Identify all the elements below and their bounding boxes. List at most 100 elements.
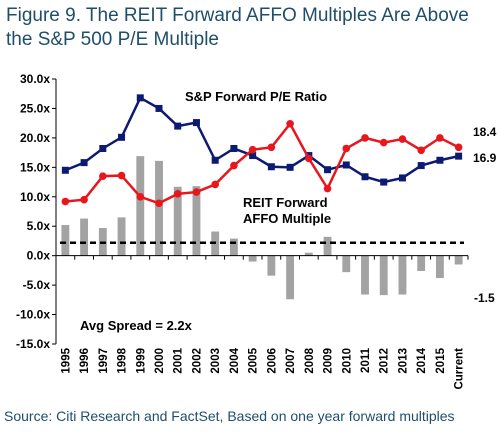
reit-affo-point [323, 184, 332, 193]
sp-pe-point [417, 162, 425, 170]
y-tick-label: 10.0x [20, 190, 50, 204]
x-tick-label: 1996 [79, 348, 91, 374]
x-tick-label: 1998 [117, 347, 129, 373]
sp-pe-point [361, 173, 369, 181]
reit-affo-point [305, 154, 313, 163]
spread-bar [379, 255, 388, 296]
spread-bar [61, 225, 70, 256]
reit-affo-point [267, 143, 276, 152]
x-tick-label: 2002 [191, 348, 203, 374]
end-label-sp: 16.9 [473, 151, 497, 165]
sp-pe-point [286, 163, 294, 171]
sp-pe-point [398, 174, 406, 182]
end-label-reit: 18.4 [473, 125, 497, 139]
reit-affo-point [436, 134, 444, 142]
sp-series-label: S&P Forward P/E Ratio [185, 89, 327, 104]
sp-pe-point [324, 166, 332, 174]
y-tick-label: 30.0x [20, 72, 50, 86]
chart-title: Figure 9. The REIT Forward AFFO Multiple… [6, 5, 469, 50]
y-tick-label: 25.0x [20, 101, 50, 115]
x-tick-label: 2014 [416, 347, 428, 373]
x-tick-label: 2010 [341, 348, 353, 374]
reit-affo-point [286, 119, 294, 128]
sp-pe-point [61, 166, 69, 174]
sp-pe-point [211, 156, 219, 164]
reit-affo-point [173, 190, 182, 198]
sp-pe-line [64, 96, 459, 184]
spread-bar [361, 255, 369, 295]
reit-affo-point [342, 144, 351, 153]
spread-bar [304, 252, 313, 256]
reit-affo-point [248, 145, 257, 154]
reit-series-label: REIT Forward [243, 195, 328, 210]
reit-affo-point [211, 180, 219, 189]
spread-bar [229, 238, 238, 256]
y-tick-label: 5.0x [27, 219, 51, 233]
reit-series-label: AFFO Multiple [243, 211, 331, 226]
spread-bar [454, 255, 463, 265]
sp-pe-point [192, 119, 200, 127]
x-tick-label: 2013 [397, 348, 409, 374]
spread-bar [192, 186, 201, 256]
sp-pe-point [380, 178, 388, 186]
reit-affo-point [454, 143, 463, 152]
x-tick-label: 2003 [210, 348, 222, 374]
spread-bar [80, 218, 89, 256]
y-tick-label: -5.0x [23, 278, 51, 292]
x-tick-label: 1997 [98, 348, 110, 374]
y-tick-label: 15.0x [20, 160, 50, 174]
reit-affo-point [99, 172, 107, 180]
spread-bar [286, 255, 295, 300]
x-tick-label: Current [454, 348, 466, 390]
x-tick-label: 2012 [379, 348, 391, 374]
x-tick-label: 2001 [173, 347, 185, 373]
y-tick-label: -15.0x [16, 337, 50, 351]
x-tick-label: 2006 [266, 348, 278, 374]
x-tick-label: 1995 [60, 347, 72, 373]
sp-pe-point [249, 152, 257, 160]
sp-pe-point [136, 94, 144, 102]
y-tick-label: 20.0x [20, 131, 50, 145]
x-tick-label: 2008 [304, 347, 316, 373]
sp-pe-point [99, 144, 107, 152]
spread-bar [435, 255, 444, 279]
sp-pe-point [155, 104, 163, 112]
reit-affo-point [398, 135, 407, 143]
source-note: Source: Citi Research and FactSet, Based… [4, 408, 455, 424]
sp-pe-point [118, 133, 126, 141]
reit-affo-point [230, 161, 238, 170]
spread-bar [398, 255, 407, 295]
sp-pe-point [342, 161, 350, 169]
sp-pe-point [80, 159, 88, 167]
axes: 30.0x 25.0x 20.0x 15.0x 10.0x 5.0x 0.0x -5.0x -1… [16, 72, 469, 390]
reit-affo-line [65, 121, 460, 205]
sp-pe-point [267, 163, 275, 171]
x-tick-label: 2015 [435, 347, 447, 373]
x-tick-label: 2007 [285, 348, 297, 374]
x-tick-label: 2009 [323, 348, 335, 374]
spread-bar [117, 217, 126, 256]
spread-bar [342, 255, 351, 273]
y-tick-label: -10.0x [16, 308, 50, 322]
sp-pe-point [436, 156, 444, 164]
spread-bar [417, 255, 426, 271]
spread-bar [136, 156, 145, 256]
reit-affo-point [417, 146, 425, 155]
y-tick-label: 0.0x [27, 249, 51, 263]
reit-affo-point [61, 197, 70, 206]
end-label-spread: -1.5 [474, 291, 495, 305]
sp-pe-point [230, 144, 238, 152]
avg-spread-label: Avg Spread = 2.2x [80, 318, 193, 333]
spread-bar [267, 255, 276, 276]
x-tick-label: 2000 [154, 348, 166, 374]
reit-affo-point [136, 192, 145, 201]
x-tick-label: 2004 [229, 347, 241, 373]
x-tick-label: 2005 [248, 347, 260, 373]
reit-affo-point [80, 195, 88, 204]
sp-pe-point [174, 122, 182, 130]
sp-pe-point [455, 152, 463, 160]
series-lines [61, 94, 463, 208]
spread-bar [173, 186, 182, 256]
